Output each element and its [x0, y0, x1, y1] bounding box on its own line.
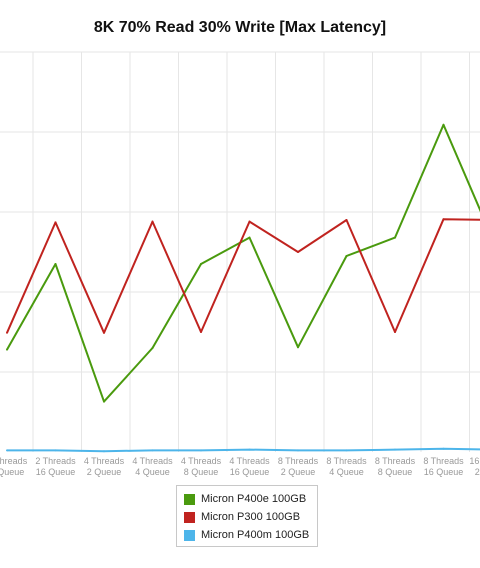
x-tick-label-line1: 8 Threads [423, 456, 464, 466]
data-point [151, 449, 154, 452]
x-tick-label: 4 Threads 4 Queue [132, 456, 173, 477]
data-point [54, 221, 57, 224]
legend-item-p300[interactable]: Micron P300 100GB [184, 508, 317, 526]
x-tick-label-line1: 8 Threads [326, 456, 367, 466]
legend-swatch-p400e-icon [184, 493, 195, 505]
x-tick-label: 8 Threads 16 Queue [423, 456, 464, 477]
x-tick-label: 4 Threads 16 Queue [229, 456, 270, 477]
data-point [394, 331, 396, 333]
x-tick-label-line1: 2 Threads [0, 456, 28, 466]
x-tick-label-line2: 16 Queue [36, 467, 76, 477]
grid-layer [0, 51, 480, 452]
x-tick-label-line2: 2 Queue [281, 467, 316, 477]
data-point [6, 449, 8, 452]
data-point [345, 255, 348, 257]
x-tick-label-line2: 4 Queue [329, 467, 364, 477]
legend-label-p400e: Micron P400e 100GB [201, 493, 307, 505]
x-tick-label-line1: 16 Threads [469, 456, 480, 466]
legend: Micron P400e 100GB Micron P300 100GB Mic… [176, 485, 318, 547]
x-tick-label: 8 Threads 4 Queue [326, 456, 367, 477]
chart-title: 8K 70% Read 30% Write [Max Latency] [93, 19, 387, 36]
x-tick-label: 4 Threads 2 Queue [84, 456, 125, 477]
x-tick-label: 2 Threads 16 Queue [35, 456, 76, 477]
data-point [200, 263, 202, 265]
x-tick-label: 8 Threads 8 Queue [375, 456, 416, 477]
x-tick-label-line1: 2 Threads [35, 456, 76, 466]
series-line-2 [7, 447, 480, 453]
x-tick-label-line2: 8 Queue [0, 467, 24, 477]
data-point [345, 449, 348, 452]
x-tick-label-line2: 8 Queue [184, 467, 219, 477]
legend-label-p400m: Micron P400m 100GB [201, 529, 310, 541]
legend-item-p400e[interactable]: Micron P400e 100GB [184, 490, 317, 508]
x-tick-label-line2: 16 Queue [424, 467, 464, 477]
series-line-1 [6, 218, 480, 334]
data-point [442, 447, 445, 450]
x-tick-label-line1: 4 Threads [229, 456, 270, 466]
x-tick-label-line1: 4 Threads [132, 456, 173, 466]
x-tick-label: 4 Threads 8 Queue [181, 456, 222, 477]
series-line-0 [6, 123, 480, 403]
data-point [151, 347, 154, 349]
data-point [442, 123, 445, 126]
data-point [248, 236, 251, 239]
data-point [297, 251, 299, 253]
x-tick-label: 8 Threads 2 Queue [278, 456, 319, 477]
data-point [200, 449, 202, 452]
data-point [248, 220, 251, 223]
data-point [103, 331, 105, 334]
data-point [151, 220, 154, 223]
data-point [345, 219, 348, 221]
legend-swatch-p400m-icon [184, 529, 195, 541]
x-tick-label-line1: 8 Threads [278, 456, 319, 466]
legend-item-p400m[interactable]: Micron P400m 100GB [184, 526, 317, 544]
data-point [394, 236, 396, 239]
data-point [6, 348, 8, 351]
data-point [6, 331, 8, 334]
legend-swatch-p300-icon [184, 511, 195, 523]
x-tick-label-line2: 4 Queue [135, 467, 170, 477]
data-point [200, 331, 202, 333]
legend-label-p300: Micron P300 100GB [201, 511, 301, 523]
x-tick-label-line1: 4 Threads [181, 456, 222, 466]
data-point [54, 449, 57, 452]
x-tick-label-line1: 4 Threads [84, 456, 125, 466]
x-tick-label-line1: 8 Threads [375, 456, 416, 466]
series-layer [6, 123, 480, 453]
data-point [54, 263, 57, 265]
data-point [103, 450, 105, 453]
x-tick-label-line2: 2 Queue [475, 467, 480, 477]
data-point [297, 449, 299, 452]
data-point [297, 346, 299, 349]
data-point [442, 218, 445, 221]
x-tick-label-line2: 2 Queue [87, 467, 122, 477]
x-tick-label-line2: 16 Queue [230, 467, 270, 477]
data-point [103, 400, 105, 403]
data-point [394, 448, 396, 451]
data-point [248, 448, 251, 451]
x-tick-label-line2: 8 Queue [378, 467, 413, 477]
